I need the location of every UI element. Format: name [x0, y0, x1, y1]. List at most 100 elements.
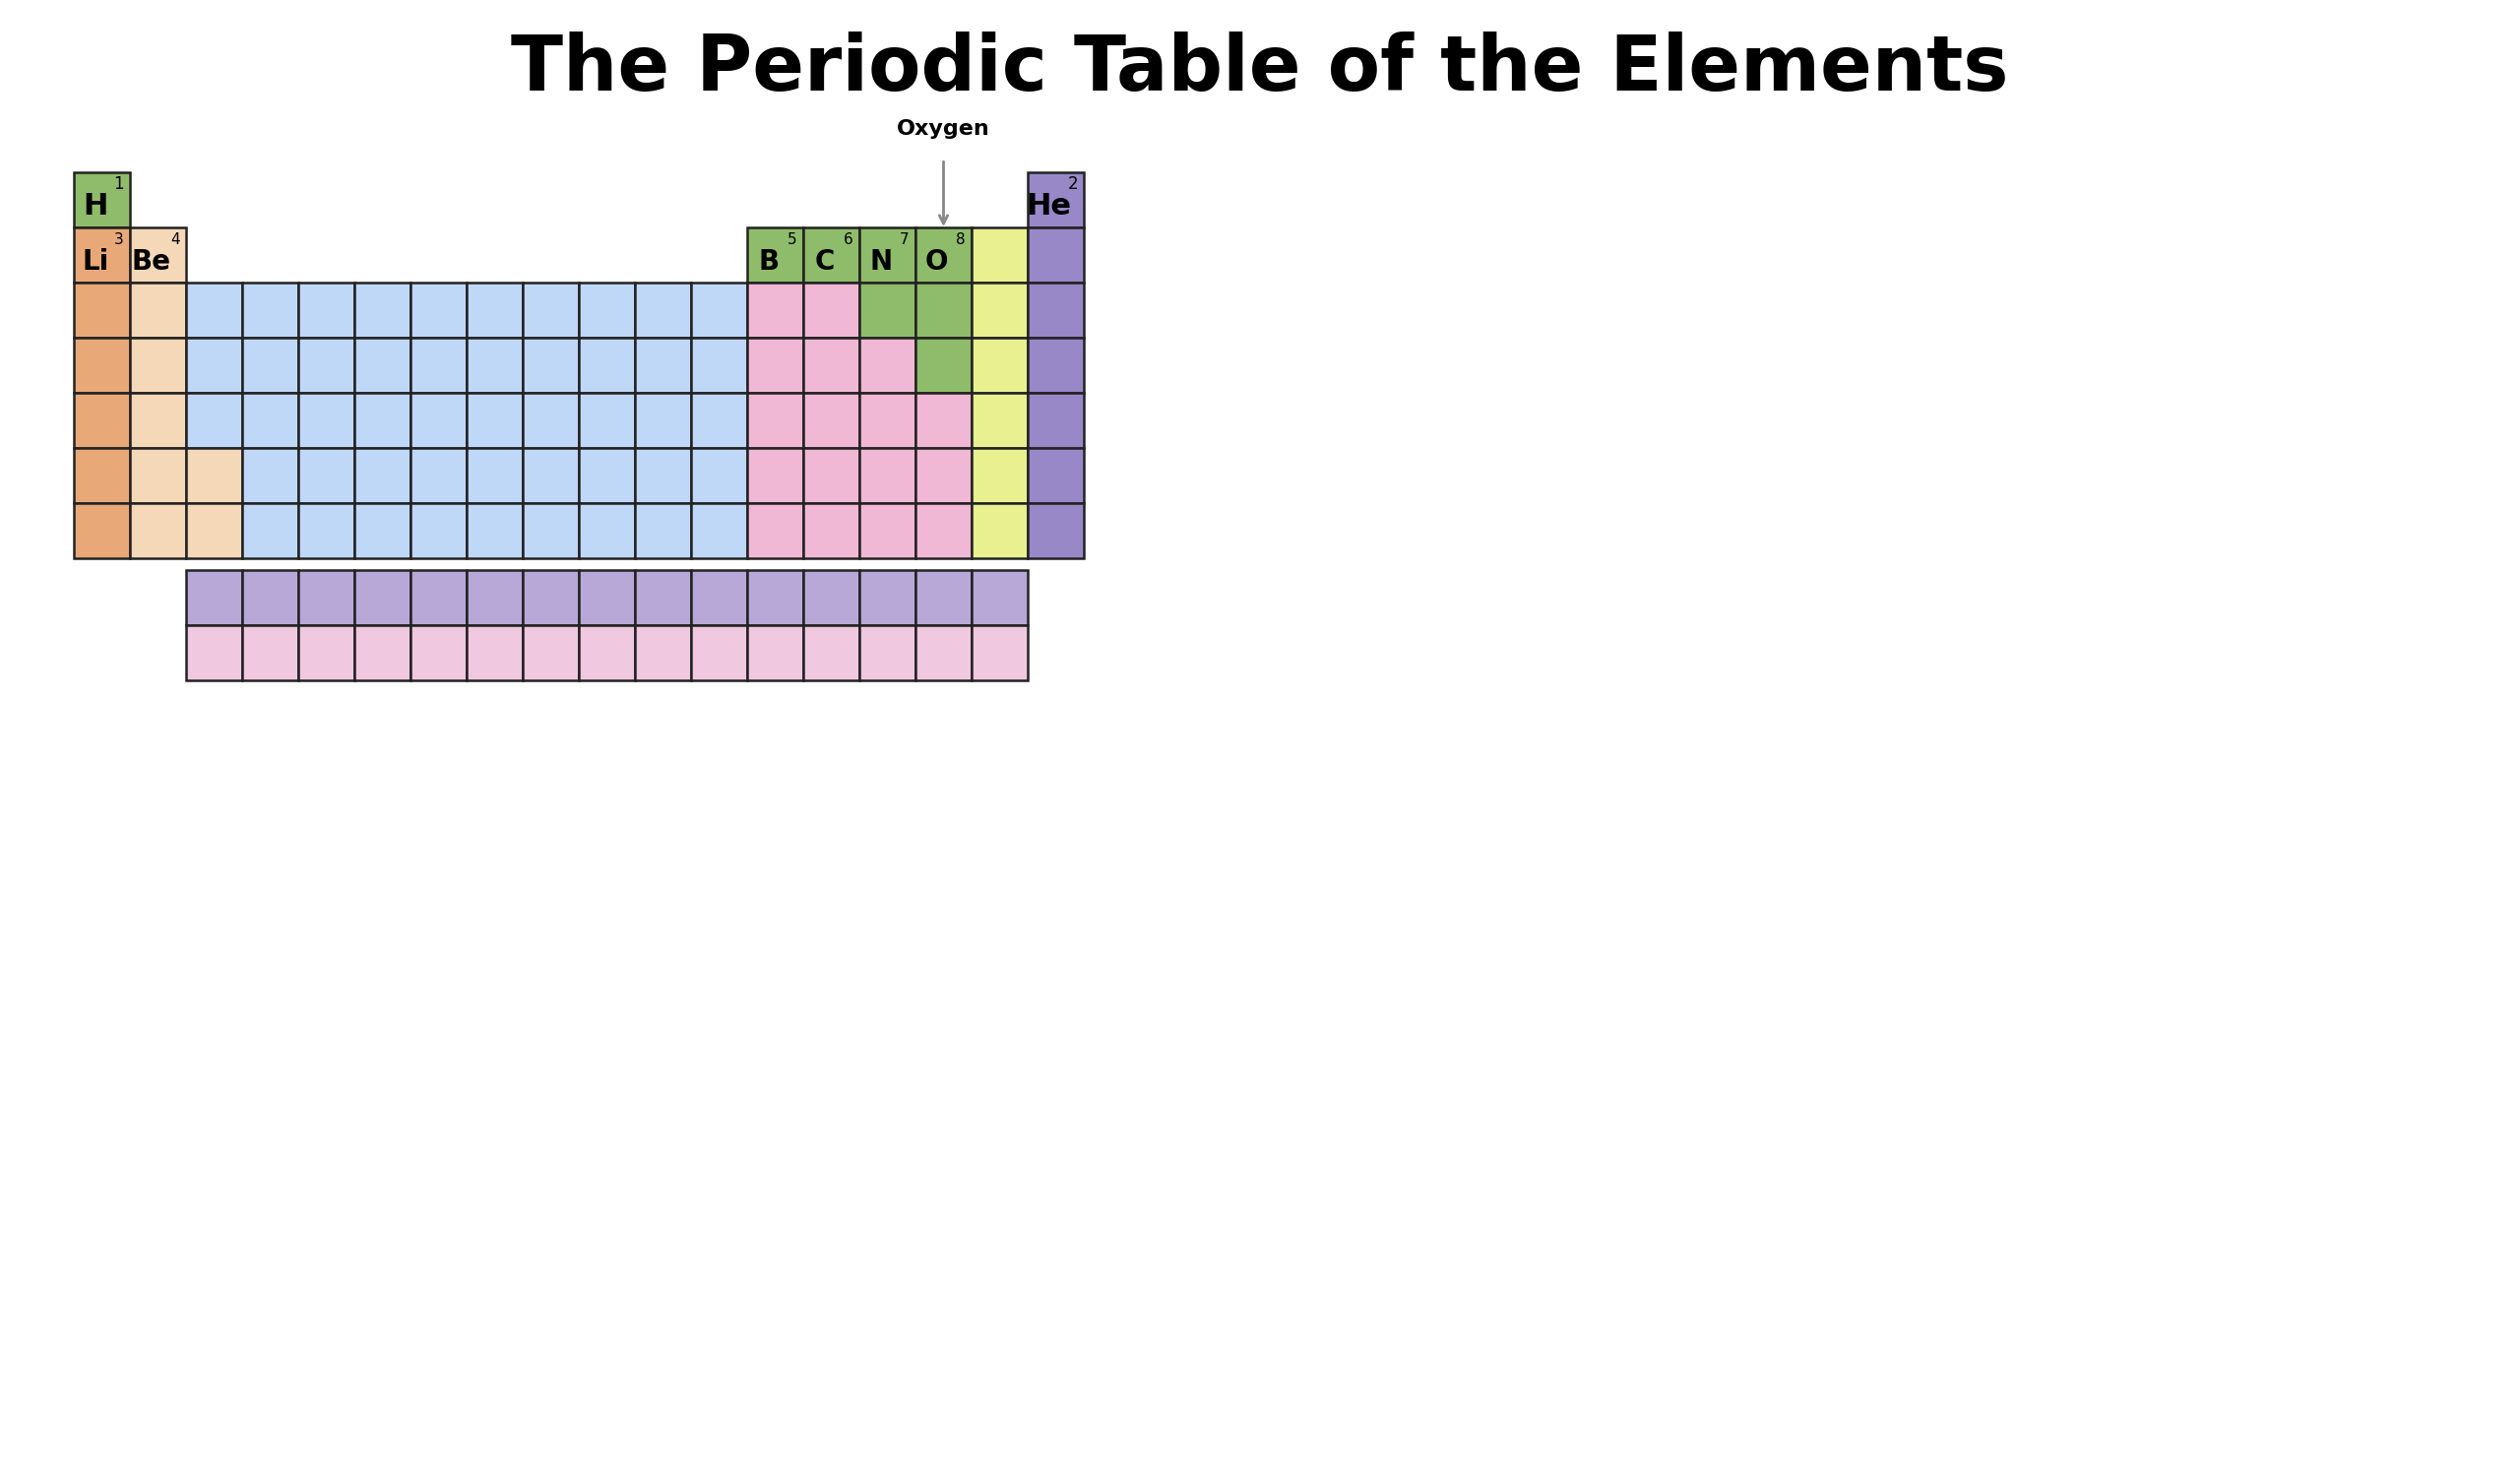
Bar: [746, 227, 804, 283]
Bar: [973, 283, 1028, 338]
Bar: [522, 393, 580, 448]
Bar: [466, 502, 522, 558]
Bar: [973, 338, 1028, 393]
Bar: [690, 338, 746, 393]
Bar: [859, 626, 915, 680]
Bar: [297, 338, 355, 393]
Bar: [355, 448, 411, 502]
Bar: [859, 393, 915, 448]
Bar: [186, 393, 242, 448]
Text: 5: 5: [786, 231, 796, 248]
Bar: [973, 393, 1028, 448]
Bar: [466, 283, 522, 338]
Bar: [915, 283, 973, 338]
Bar: [522, 626, 580, 680]
Bar: [635, 626, 690, 680]
Text: 3: 3: [113, 231, 123, 248]
Bar: [131, 283, 186, 338]
Bar: [73, 338, 131, 393]
Bar: [915, 570, 973, 626]
Text: 7: 7: [900, 231, 910, 248]
Bar: [804, 626, 859, 680]
Bar: [297, 283, 355, 338]
Bar: [522, 570, 580, 626]
Bar: [746, 338, 804, 393]
Bar: [242, 393, 297, 448]
Bar: [411, 570, 466, 626]
Text: O: O: [925, 248, 948, 275]
Bar: [73, 283, 131, 338]
Bar: [297, 393, 355, 448]
Bar: [580, 626, 635, 680]
Bar: [73, 173, 131, 227]
Bar: [859, 227, 915, 283]
Bar: [580, 283, 635, 338]
Text: N: N: [869, 248, 892, 275]
Text: 1: 1: [113, 176, 123, 193]
Bar: [411, 393, 466, 448]
Text: He: He: [1026, 192, 1071, 221]
Bar: [915, 626, 973, 680]
Bar: [915, 338, 973, 393]
Text: The Periodic Table of the Elements: The Periodic Table of the Elements: [512, 32, 2008, 107]
Bar: [73, 227, 131, 283]
Bar: [355, 502, 411, 558]
Bar: [1028, 502, 1084, 558]
Bar: [242, 570, 297, 626]
Bar: [804, 338, 859, 393]
Bar: [580, 570, 635, 626]
Bar: [746, 448, 804, 502]
Bar: [73, 448, 131, 502]
Bar: [1028, 173, 1084, 227]
Bar: [804, 393, 859, 448]
Bar: [73, 502, 131, 558]
Bar: [690, 393, 746, 448]
Bar: [466, 448, 522, 502]
Bar: [973, 448, 1028, 502]
Bar: [131, 502, 186, 558]
Bar: [804, 502, 859, 558]
Bar: [973, 570, 1028, 626]
Bar: [804, 570, 859, 626]
Bar: [242, 338, 297, 393]
Bar: [859, 570, 915, 626]
Bar: [690, 626, 746, 680]
Bar: [522, 338, 580, 393]
Bar: [915, 393, 973, 448]
Bar: [355, 283, 411, 338]
Bar: [355, 338, 411, 393]
Bar: [635, 502, 690, 558]
Bar: [635, 570, 690, 626]
Bar: [746, 393, 804, 448]
Bar: [242, 448, 297, 502]
Bar: [411, 338, 466, 393]
Bar: [804, 227, 859, 283]
Bar: [635, 338, 690, 393]
Bar: [466, 338, 522, 393]
Text: 4: 4: [169, 231, 179, 248]
Bar: [635, 283, 690, 338]
Bar: [973, 626, 1028, 680]
Bar: [522, 448, 580, 502]
Bar: [859, 283, 915, 338]
Bar: [635, 448, 690, 502]
Text: 2: 2: [1068, 176, 1079, 193]
Bar: [580, 448, 635, 502]
Bar: [297, 570, 355, 626]
Bar: [690, 283, 746, 338]
Bar: [186, 626, 242, 680]
Bar: [411, 448, 466, 502]
Bar: [1028, 283, 1084, 338]
Bar: [355, 626, 411, 680]
Bar: [915, 448, 973, 502]
Bar: [355, 570, 411, 626]
Text: Oxygen: Oxygen: [897, 120, 990, 139]
Bar: [690, 502, 746, 558]
Bar: [746, 502, 804, 558]
Bar: [804, 283, 859, 338]
Bar: [859, 448, 915, 502]
Bar: [466, 393, 522, 448]
Bar: [1028, 393, 1084, 448]
Bar: [1028, 338, 1084, 393]
Bar: [690, 448, 746, 502]
